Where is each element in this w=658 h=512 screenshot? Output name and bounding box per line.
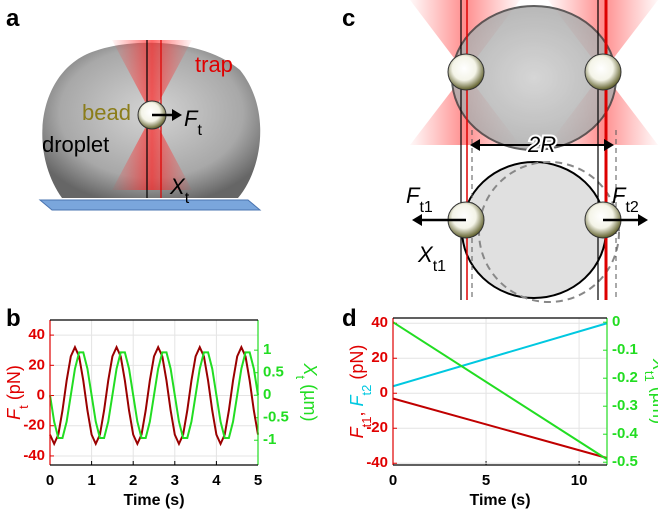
label-part: F (347, 394, 367, 406)
label-droplet: droplet (42, 132, 109, 157)
label-part: (pN) (347, 345, 367, 385)
subscript: t (185, 190, 190, 207)
y2-axis-label: Xt (µm) (294, 363, 321, 422)
y-tick-label: -40 (366, 454, 388, 471)
subscript: t1 (419, 199, 432, 216)
series-line (49, 344, 259, 447)
y2-tick-label: -0.5 (612, 453, 638, 470)
panel-letter: d (342, 305, 357, 332)
y-axis-label: Ft (pN) (4, 365, 31, 420)
x-tick-label: 5 (254, 472, 262, 489)
x-axis-label: Time (s) (123, 492, 184, 509)
y-tick-label: 0 (380, 384, 388, 401)
series-line (392, 322, 608, 388)
label-part: t (294, 376, 309, 380)
y2-tick-label: 0.5 (263, 364, 284, 381)
y-tick-label: 20 (28, 356, 45, 373)
y2-tick-label: -1 (263, 431, 276, 448)
symbol: F (184, 106, 199, 131)
label-part: (µm) (300, 379, 320, 421)
subscript: t2 (625, 199, 638, 216)
arrow-head (604, 139, 614, 151)
series-line (49, 351, 259, 440)
y2-tick-label: 0 (612, 313, 620, 330)
label-part: t (16, 405, 31, 409)
arrow-head (470, 139, 480, 151)
x-tick-label: 5 (482, 472, 490, 489)
label-part: t1 (359, 417, 374, 428)
label-part: (µm) (649, 382, 658, 424)
label-trap: trap (195, 52, 233, 77)
y-tick-label: 40 (371, 314, 388, 331)
x-tick-label: 0 (389, 472, 397, 489)
arrow-head (412, 214, 422, 226)
arrow-head (638, 214, 648, 226)
y2-axis-label: Xt1 (µm) (643, 358, 658, 424)
y2-tick-label: -0.3 (612, 397, 638, 414)
label-part: F (347, 426, 367, 438)
panel-letter: a (6, 5, 20, 32)
bead (447, 53, 485, 91)
series-line (392, 397, 608, 459)
label-part: , (347, 406, 367, 416)
symbol: F (406, 183, 421, 208)
symbol: X (169, 174, 186, 199)
label-bead: bead (82, 100, 131, 125)
symbol: X (417, 242, 434, 267)
x-tick-label: 2 (129, 472, 137, 489)
label-force1: Ft1 (406, 183, 433, 216)
label-part: X (300, 363, 320, 377)
arrow-head (172, 109, 182, 121)
y2-tick-label: -0.5 (263, 409, 289, 426)
y-tick-label: 0 (37, 386, 45, 403)
label-part: F (4, 408, 24, 420)
label-diameter: 2R (527, 132, 556, 157)
y-tick-label: 40 (28, 326, 45, 343)
droplet-bottom (461, 161, 607, 299)
subscript: t1 (433, 258, 446, 275)
x-tick-label: 4 (212, 472, 221, 489)
label-position: Xt (169, 174, 190, 207)
label-force: Ft (184, 106, 202, 139)
y-axis-label: Ft1, Ft2 (pN) (347, 345, 374, 439)
series-line (392, 321, 608, 461)
y-tick-label: -20 (23, 417, 45, 434)
panel-letter: b (6, 305, 21, 332)
y-tick-label: -40 (23, 447, 45, 464)
y2-tick-label: 0 (263, 386, 271, 403)
x-tick-label: 3 (171, 472, 179, 489)
symbol: F (612, 183, 627, 208)
label-force2: Ft2 (612, 183, 639, 216)
y2-tick-label: 1 (263, 341, 271, 358)
label-part: X (649, 358, 658, 372)
y2-tick-label: -0.1 (612, 341, 638, 358)
label-part: t1 (643, 371, 658, 382)
x-tick-label: 1 (87, 472, 95, 489)
x-tick-label: 0 (46, 472, 54, 489)
subscript: t (197, 122, 202, 139)
label-position: Xt1 (417, 242, 446, 275)
bead (584, 53, 622, 91)
label-part: t2 (359, 385, 374, 396)
panel-letter: c (342, 5, 355, 32)
y2-tick-label: -0.2 (612, 369, 638, 386)
label-part: (pN) (4, 365, 24, 405)
x-tick-label: 10 (571, 472, 588, 489)
y-tick-label: -20 (366, 419, 388, 436)
y-tick-label: 20 (371, 349, 388, 366)
x-axis-label: Time (s) (469, 492, 530, 509)
substrate (38, 199, 262, 211)
y2-tick-label: -0.4 (612, 425, 639, 442)
